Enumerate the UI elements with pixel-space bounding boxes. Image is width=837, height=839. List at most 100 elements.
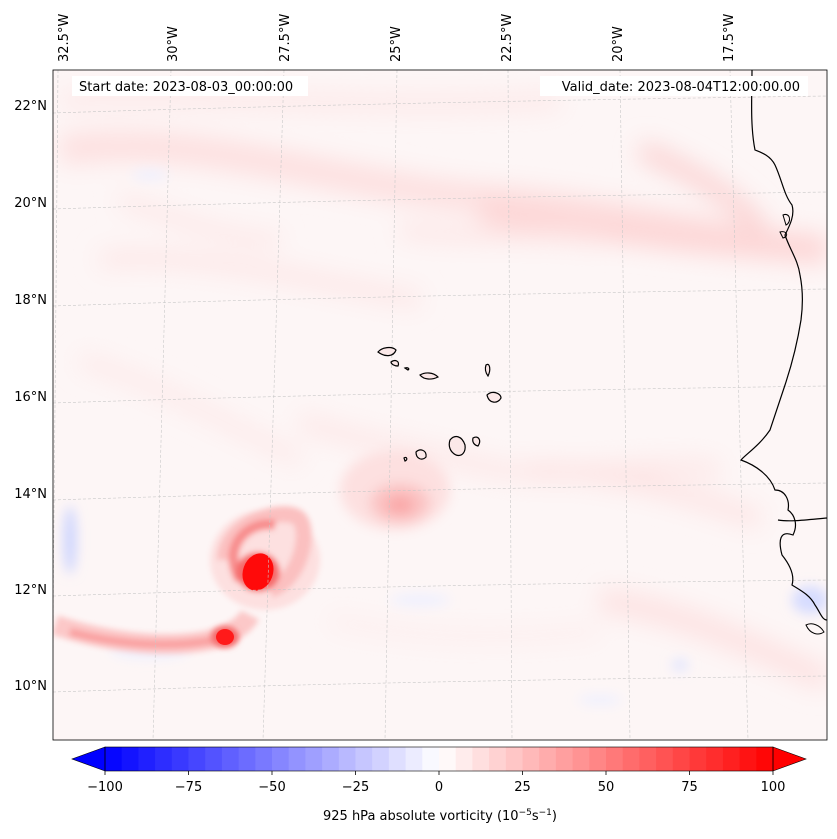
colorbar-label: 925 hPa absolute vorticity (10−5s−1) (323, 808, 557, 824)
colorbar-tick-label: 0 (435, 780, 443, 795)
colorbar-cell (322, 747, 340, 771)
colorbar-cell (405, 747, 423, 771)
lon-label-17-5w: 17.5°W (722, 14, 737, 62)
island-sao-nicolau (419, 372, 440, 380)
colorbar-cell (288, 747, 306, 771)
colorbar-cell (622, 747, 640, 771)
coastline-bissagos (805, 623, 825, 635)
colorbar-cell (739, 747, 757, 771)
start-date-box (72, 76, 308, 96)
latitude-labels: 22°N 20°N 18°N 16°N 14°N 12°N 10°N (14, 99, 47, 694)
colorbar-tick-label: 75 (681, 780, 698, 795)
colorbar-cell (722, 747, 741, 771)
colorbar-tick-label: −50 (258, 780, 285, 795)
colorbar-cell (372, 747, 390, 771)
colorbar-cell (171, 747, 189, 771)
colorbar-cell (706, 747, 724, 771)
colorbar-cell (221, 747, 240, 771)
island-santiago (448, 435, 466, 457)
african-coastline (740, 70, 827, 621)
map-panel: Start date: 2023-08-03_00:00:00 Valid_da… (52, 69, 828, 741)
colorbar-cell (539, 747, 557, 771)
colorbar-cell (522, 747, 540, 771)
colorbar-cell (188, 747, 206, 771)
colorbar-cell (422, 747, 440, 771)
island-sal (484, 363, 491, 378)
colorbar-cell (572, 747, 590, 771)
background-vorticity-streaks (57, 88, 827, 691)
lat-label-22n: 22°N (14, 99, 47, 114)
lat-label-14n: 14°N (14, 487, 47, 502)
lon-label-27-5w: 27.5°W (278, 14, 293, 62)
colorbar-tick-label: 100 (761, 780, 786, 795)
cape-verde-islands (377, 346, 502, 462)
colorbar-cell (355, 747, 373, 771)
lat-label-20n: 20°N (14, 196, 47, 211)
island-santo-antao (377, 346, 397, 357)
valid-date-box (540, 76, 808, 96)
colorbar-extend-high (772, 746, 807, 772)
colorbar-cell (305, 747, 323, 771)
valid-date-text: Valid_date: 2023-08-04T12:00:00.00 (562, 80, 800, 95)
colorbar-cell (155, 747, 173, 771)
header-bar: Start date: 2023-08-03_00:00:00 Valid_da… (72, 76, 808, 96)
island-brava (403, 456, 408, 462)
longitude-labels: 32.5°W 30°W 27.5°W 25°W 22.5°W 20°W 17.5… (57, 14, 737, 62)
vortex-core (216, 553, 274, 645)
colorbar-cells (105, 747, 774, 771)
lat-label-12n: 12°N (14, 583, 47, 598)
colorbar-cell (121, 747, 139, 771)
colorbar-cell (589, 747, 607, 771)
lon-label-22-5w: 22.5°W (500, 14, 515, 62)
colorbar-cell (672, 747, 690, 771)
colorbar-cell (555, 747, 574, 771)
graticule (53, 70, 827, 740)
colorbar-cell (505, 747, 523, 771)
colorbar-cell (388, 747, 407, 771)
colorbar-cell (656, 747, 674, 771)
island-sao-vicente (390, 360, 400, 367)
lat-label-18n: 18°N (14, 293, 47, 308)
lon-label-32-5w: 32.5°W (57, 14, 72, 62)
colorbar-tick-label: −75 (175, 780, 202, 795)
lon-label-25w: 25°W (389, 26, 404, 62)
colorbar-cell (756, 747, 774, 771)
vorticity-max-southwest-of-cape-verde (340, 450, 450, 530)
colorbar-cell (689, 747, 707, 771)
colorbar-cell (489, 747, 507, 771)
colorbar-cell (606, 747, 624, 771)
island-santa-luzia (403, 367, 410, 371)
map-frame (52, 69, 828, 741)
coastline-gambia (777, 517, 827, 522)
colorbar-cell (639, 747, 657, 771)
island-boa-vista (486, 391, 502, 403)
colorbar-cell (255, 747, 273, 771)
island-maio (472, 436, 481, 447)
lat-label-10n: 10°N (14, 679, 47, 694)
colorbar-tick-label: −25 (342, 780, 369, 795)
vorticity-band (53, 609, 259, 654)
colorbar-tick-label: 50 (598, 780, 615, 795)
colorbar-tick-label: 25 (514, 780, 531, 795)
lon-label-30w: 30°W (166, 26, 181, 62)
colorbar-cell (138, 747, 156, 771)
lat-label-16n: 16°N (14, 390, 47, 405)
start-date-text: Start date: 2023-08-03_00:00:00 (79, 80, 293, 95)
colorbar-cell (338, 747, 356, 771)
colorbar-cell (238, 747, 256, 771)
island-fogo (415, 449, 427, 460)
colorbar: −100 −75 −50 −25 0 25 50 75 100 925 hPa absolute… (71, 746, 807, 824)
colorbar-tick-label: −100 (87, 780, 123, 795)
colorbar-cell (455, 747, 473, 771)
colorbar-cell (205, 747, 223, 771)
colorbar-cell (439, 747, 457, 771)
vorticity-field (53, 70, 827, 740)
lon-label-20w: 20°W (611, 26, 626, 62)
colorbar-cell (272, 747, 290, 771)
coastline-islets (779, 213, 791, 239)
colorbar-extend-low (71, 746, 106, 772)
colorbar-cell (105, 747, 123, 771)
colorbar-ticks: −100 −75 −50 −25 0 25 50 75 100 (87, 771, 785, 795)
colorbar-cell (472, 747, 490, 771)
